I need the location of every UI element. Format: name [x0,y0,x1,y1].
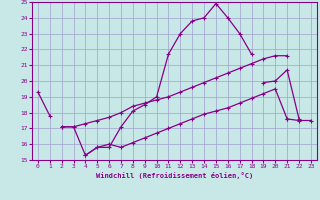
X-axis label: Windchill (Refroidissement éolien,°C): Windchill (Refroidissement éolien,°C) [96,172,253,179]
